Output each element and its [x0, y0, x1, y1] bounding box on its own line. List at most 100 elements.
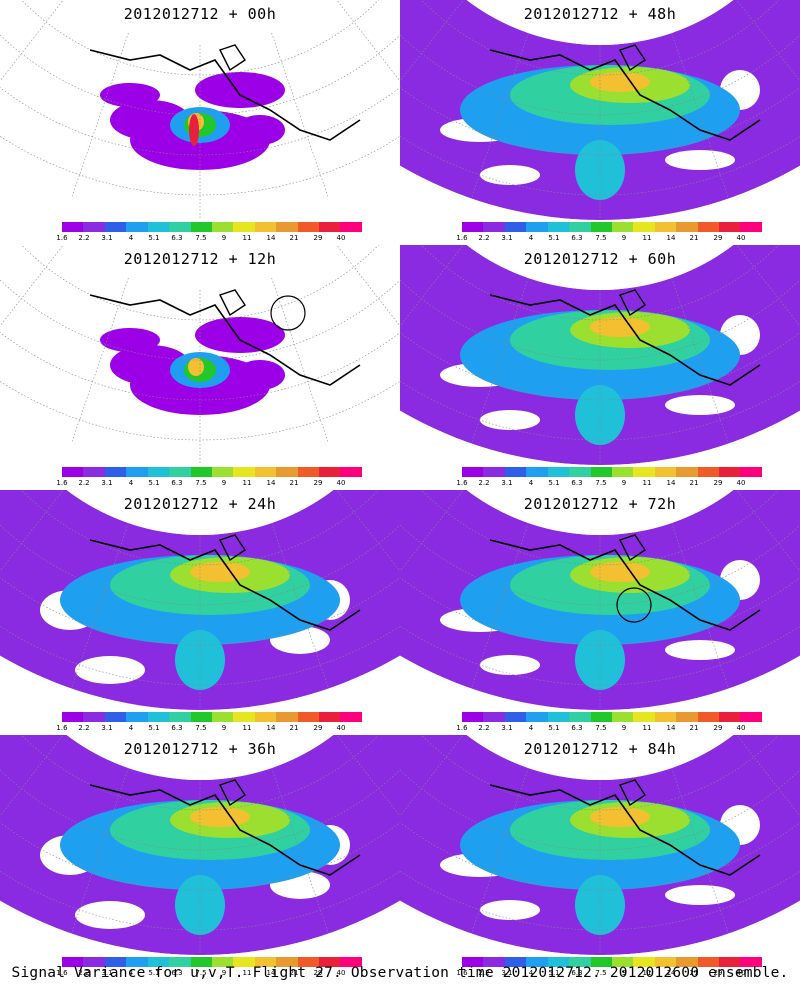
colorbar-swatch	[654, 712, 677, 722]
colorbar-swatch	[740, 222, 762, 232]
figure-caption: Signal Variance for u,v,T. Flight 27. Ob…	[11, 965, 789, 981]
colorbar-tick-label: 6.3	[171, 724, 183, 732]
colorbar-swatch	[276, 957, 298, 967]
colorbar-swatch	[340, 222, 362, 232]
colorbar-tick-label: 9	[221, 969, 227, 977]
colorbar-swatch	[254, 222, 277, 232]
colorbar-tick-label: 2.2	[78, 479, 90, 487]
colorbar-tick-label: 6.3	[171, 234, 183, 242]
colorbar-swatch	[211, 467, 234, 477]
colorbar-tick-label: 1.6	[56, 479, 68, 487]
colorbar-tick-label: 4	[528, 479, 534, 487]
colorbar-tick-label: 9	[621, 479, 627, 487]
colorbar-tick-label: 2.2	[78, 724, 90, 732]
colorbar-tick-label: 14	[266, 724, 276, 732]
colorbar-tick-label: 29	[313, 234, 323, 242]
colorbar-swatch	[62, 222, 84, 232]
colorbar-tick-label: 29	[313, 724, 323, 732]
colorbar-swatch	[483, 957, 505, 967]
colorbar-swatch	[462, 712, 484, 722]
colorbar-tick-label: 29	[713, 969, 723, 977]
colorbar-tick-label: 40	[736, 479, 746, 487]
map-plot	[400, 490, 800, 710]
colorbar-tick-label: 14	[666, 479, 676, 487]
colorbar-swatch	[697, 957, 720, 967]
colorbar-swatch	[126, 712, 148, 722]
colorbar-swatch	[233, 222, 255, 232]
colorbar-tick-label: 11	[242, 234, 252, 242]
colorbar	[462, 712, 762, 722]
colorbar-tick-label: 6.3	[171, 479, 183, 487]
colorbar	[462, 222, 762, 232]
colorbar-tick-label: 3.1	[501, 724, 513, 732]
colorbar-tick-label: 29	[313, 969, 323, 977]
colorbar-tick-label: 2.2	[478, 479, 490, 487]
colorbar-swatch	[547, 467, 570, 477]
colorbar-swatch	[676, 467, 698, 477]
colorbar-swatch	[611, 222, 634, 232]
map-panel-p00: 2012012712 + 00h 1.6 2.2 3.1 4 5.1 6.3 7.5 9 11 14…	[0, 0, 400, 242]
colorbar-tick-label: 21	[289, 479, 299, 487]
colorbar-swatch	[676, 957, 698, 967]
colorbar-tick-label: 29	[313, 479, 323, 487]
colorbar-tick-label: 2.2	[78, 234, 90, 242]
colorbar	[62, 957, 362, 967]
colorbar-swatch	[319, 222, 341, 232]
map-panel-p36: 2012012712 + 36h 1.6 2.2 3.1 4 5.1 6.3 7.5 9 11 14…	[0, 735, 400, 977]
colorbar-swatch	[569, 467, 591, 477]
colorbar-swatch	[62, 712, 84, 722]
colorbar-swatch	[62, 957, 84, 967]
colorbar-swatch	[569, 957, 591, 967]
colorbar-swatch	[211, 957, 234, 967]
colorbar-swatch	[676, 222, 698, 232]
colorbar-tick-label: 2.2	[478, 724, 490, 732]
colorbar-tick-label: 3.1	[501, 479, 513, 487]
colorbar-swatch	[276, 712, 298, 722]
colorbar-swatch	[147, 222, 170, 232]
map-panel-p24: 2012012712 + 24h 1.6 2.2 3.1 4 5.1 6.3 7.5 9 11 14…	[0, 490, 400, 732]
colorbar-swatch	[526, 957, 548, 967]
colorbar-tick-label: 40	[736, 234, 746, 242]
panel-title: 2012012712 + 72h	[523, 495, 677, 513]
colorbar-swatch	[83, 467, 105, 477]
colorbar-tick-label: 21	[289, 724, 299, 732]
colorbar-swatch	[633, 712, 655, 722]
colorbar-tick-label: 11	[242, 724, 252, 732]
colorbar-tick-label: 7.5	[195, 969, 207, 977]
colorbar-swatch	[719, 467, 741, 477]
colorbar-tick-label: 1.6	[56, 234, 68, 242]
colorbar-swatch	[504, 222, 527, 232]
colorbar-ticks: 1.6 2.2 3.1 4 5.1 6.3 7.5 9 11 14 21 29 40	[456, 969, 762, 979]
colorbar-tick-label: 21	[689, 724, 699, 732]
colorbar-tick-label: 2.2	[478, 234, 490, 242]
colorbar-swatch	[276, 222, 298, 232]
colorbar-swatch	[526, 222, 548, 232]
map-plot	[0, 245, 400, 465]
panel-title: 2012012712 + 00h	[123, 5, 277, 23]
colorbar-swatch	[462, 467, 484, 477]
colorbar-tick-label: 7.5	[595, 969, 607, 977]
colorbar-swatch	[104, 467, 127, 477]
colorbar-tick-label: 21	[289, 234, 299, 242]
colorbar-tick-label: 9	[221, 724, 227, 732]
map-plot	[0, 735, 400, 955]
colorbar-tick-label: 14	[266, 479, 276, 487]
colorbar-tick-label: 2.2	[478, 969, 490, 977]
colorbar-tick-label: 5.1	[148, 479, 160, 487]
colorbar-tick-label: 40	[736, 724, 746, 732]
colorbar-swatch	[169, 467, 191, 477]
colorbar-tick-label: 3.1	[101, 234, 113, 242]
colorbar-tick-label: 40	[336, 479, 346, 487]
colorbar-tick-label: 11	[642, 234, 652, 242]
colorbar-swatch	[590, 467, 612, 477]
colorbar-tick-label: 5.1	[548, 724, 560, 732]
colorbar-tick-label: 29	[713, 724, 723, 732]
colorbar-tick-label: 14	[266, 234, 276, 242]
colorbar-swatch	[190, 467, 212, 477]
colorbar-swatch	[719, 222, 741, 232]
colorbar-tick-label: 2.2	[78, 969, 90, 977]
colorbar-ticks: 1.6 2.2 3.1 4 5.1 6.3 7.5 9 11 14 21 29 40	[56, 479, 362, 489]
colorbar-ticks: 1.6 2.2 3.1 4 5.1 6.3 7.5 9 11 14 21 29 40	[56, 969, 362, 979]
colorbar-swatch	[547, 712, 570, 722]
colorbar-swatch	[190, 957, 212, 967]
